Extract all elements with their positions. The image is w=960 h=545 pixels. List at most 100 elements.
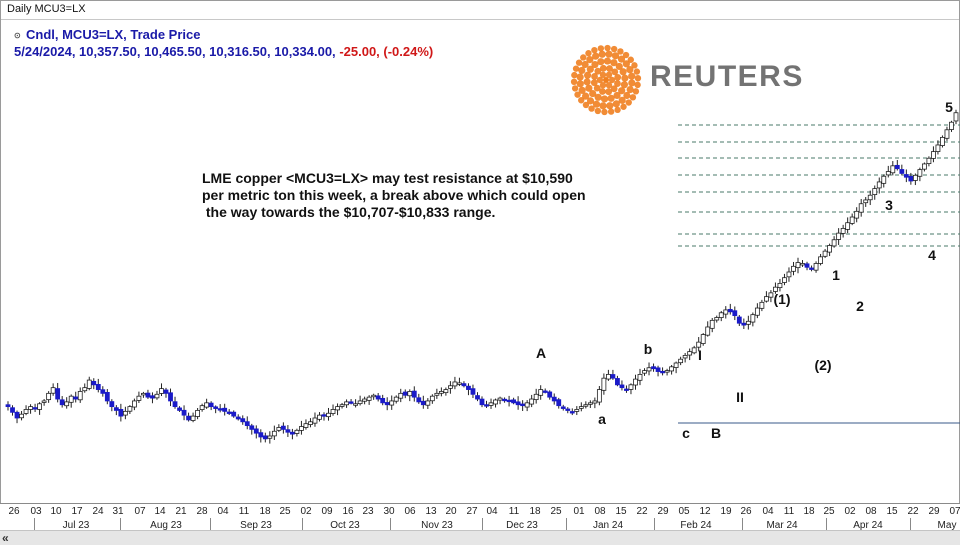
x-month-label: Mar 24: [766, 520, 798, 531]
candle: [353, 399, 359, 408]
x-tick-label: 20: [445, 506, 457, 517]
x-tick-label: 10: [50, 506, 62, 517]
candle: [317, 412, 322, 422]
candle: [222, 403, 228, 416]
x-tick-label: 26: [8, 506, 20, 517]
candle: [303, 419, 309, 430]
logo-text: REUTERS: [650, 60, 804, 93]
candle: [326, 407, 331, 421]
x-tick-label: 02: [844, 506, 856, 517]
window-titlebar[interactable]: Daily MCU3=LX: [1, 1, 959, 20]
candle: [795, 257, 801, 274]
candle: [583, 401, 589, 409]
candle: [587, 400, 593, 408]
candle: [768, 290, 774, 303]
candle: [782, 273, 787, 286]
wave-label: A: [536, 345, 546, 361]
x-month-separator: [120, 518, 121, 530]
candle: [357, 395, 363, 406]
reuters-logo-icon: [570, 44, 642, 116]
candle: [912, 173, 918, 186]
candle: [836, 228, 842, 245]
x-tick-label: 25: [279, 506, 291, 517]
candle: [73, 391, 79, 403]
candle: [524, 400, 530, 412]
x-tick-label: 23: [362, 506, 374, 517]
candle: [335, 403, 340, 416]
candle: [457, 377, 462, 387]
candle: [754, 303, 760, 319]
candle: [922, 162, 927, 172]
candle: [800, 260, 805, 267]
x-tick-label: 02: [300, 506, 312, 517]
candle: [926, 156, 932, 167]
x-tick-label: 01: [573, 506, 585, 517]
x-tick-label: 14: [154, 506, 166, 517]
candle: [348, 399, 354, 405]
candle: [908, 172, 914, 185]
candle: [502, 397, 507, 403]
candle: [687, 348, 693, 361]
x-tick-label: 15: [886, 506, 898, 517]
candle: [949, 120, 954, 132]
wave-label: 5: [945, 99, 953, 115]
candle: [506, 395, 512, 407]
candle: [560, 404, 566, 411]
candle: [750, 312, 756, 327]
candle: [416, 393, 422, 404]
candle: [267, 431, 273, 444]
candle: [515, 396, 521, 410]
candle: [660, 367, 665, 376]
candle: [533, 388, 539, 404]
candle: [565, 407, 571, 414]
candle: [709, 317, 715, 333]
candle: [10, 405, 15, 416]
scroll-left-icon[interactable]: «: [2, 531, 9, 545]
wave-label: 4: [928, 247, 936, 263]
x-tick-label: 28: [196, 506, 208, 517]
candle: [362, 396, 368, 405]
candle: [578, 402, 584, 412]
chart-annotation: LME copper <MCU3=LX> may test resistance…: [202, 170, 586, 220]
x-tick-label: 30: [383, 506, 395, 517]
candle: [168, 388, 173, 407]
candle: [669, 365, 674, 375]
candle: [876, 177, 882, 194]
horizontal-scrollbar[interactable]: «: [0, 530, 960, 545]
x-tick-label: 27: [466, 506, 478, 517]
x-month-separator: [566, 518, 567, 530]
candle: [425, 398, 431, 409]
candle: [68, 394, 74, 408]
x-tick-label: 19: [720, 506, 732, 517]
pin-icon[interactable]: ⊙: [14, 31, 21, 40]
candle: [569, 408, 575, 416]
candle: [86, 376, 92, 391]
candle: [452, 376, 458, 390]
candle: [276, 424, 282, 433]
x-tick-label: 29: [928, 506, 940, 517]
candle: [308, 418, 313, 428]
candle: [294, 428, 300, 437]
candle: [104, 389, 110, 405]
candle: [727, 303, 733, 315]
candle: [118, 403, 124, 422]
candle: [186, 412, 191, 422]
candle: [484, 400, 489, 409]
candle: [651, 363, 656, 372]
x-month-label: Oct 23: [330, 520, 360, 531]
candle: [371, 393, 377, 400]
candle: [244, 416, 250, 430]
candle: [136, 391, 142, 403]
candle: [615, 375, 620, 387]
candle: [177, 406, 182, 412]
candle: [633, 374, 638, 390]
window-title: Daily MCU3=LX: [7, 3, 86, 15]
candle: [190, 412, 196, 423]
candle: [854, 207, 860, 223]
candle: [637, 368, 643, 386]
x-month-label: Jul 23: [62, 520, 90, 531]
candle: [849, 213, 855, 226]
candle: [529, 394, 535, 408]
x-tick-label: 29: [657, 506, 669, 517]
